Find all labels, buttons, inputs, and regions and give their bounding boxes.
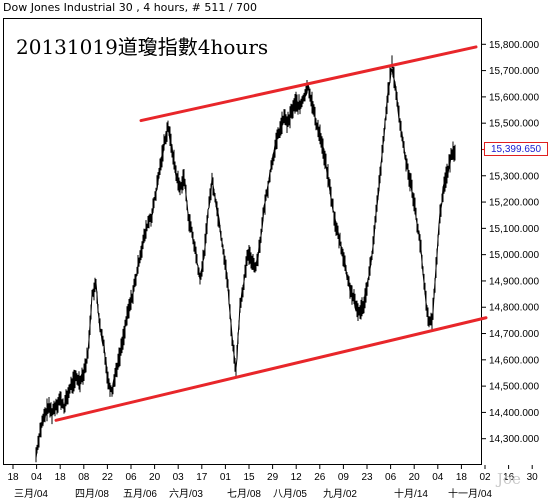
y-tick-label: 14,600.000 [489,355,539,366]
y-tick-label: 14,300.000 [489,434,539,445]
y-tick-label: 15,200.000 [489,198,539,209]
x-tick-day-label: 03 [173,472,185,483]
chart-annotation: 20131019道瓊指數4hours [16,35,268,59]
y-tick-label: 15,500.000 [489,119,539,130]
y-tick-label: 14,800.000 [489,303,539,314]
x-tick-month-label: 五月/06 [123,488,157,500]
x-tick-month-label: 六月/03 [169,488,203,500]
y-tick-label: 14,400.000 [489,408,539,419]
x-tick-month-label: 九月/02 [323,488,357,500]
y-tick-label: 15,300.000 [489,171,539,182]
price-line [35,69,456,458]
x-tick-day-label: 12 [291,472,303,483]
y-tick-label: 15,600.000 [489,92,539,103]
x-tick-day-label: 01 [220,472,232,483]
y-tick-label: 14,500.000 [489,382,539,393]
x-tick-month-label: 八月/05 [273,488,307,500]
y-tick-label: 15,000.000 [489,250,539,261]
y-axis: 14,300.000 14,400.000 14,500.000 14,600.000… [482,40,539,445]
x-tick-day-label: 23 [361,472,373,483]
x-tick-day-label: 22 [102,472,114,483]
x-tick-day-label: 08 [78,472,90,483]
x-tick-day-label: 26 [314,472,326,483]
x-tick-month-label: 十一月/04 [448,487,492,500]
channel-upper-line [139,45,478,123]
y-tick-label: 14,900.000 [489,276,539,287]
watermark: Joe [495,470,521,488]
plot-frame [3,18,482,465]
x-tick-day-label: 20 [149,472,161,483]
x-tick-day-label: 02 [479,472,491,483]
x-tick-month-label: 三月/04 [14,488,48,500]
x-tick-day-label: 04 [432,472,444,483]
chart-title: Dow Jones Industrial 30 , 4 hours, # 511… [3,1,258,14]
x-tick-day-label: 06 [385,472,397,483]
y-tick-label: 15,800.000 [489,40,539,51]
x-tick-day-label: 04 [31,472,43,483]
x-tick-month-label: 七月/08 [227,488,261,500]
price-series [35,55,456,463]
trend-channel [54,45,488,422]
x-tick-day-label: 06 [125,472,137,483]
channel-lower-line [54,316,488,422]
x-tick-day-label: 16 [503,472,515,483]
last-price-label: 15,399.650 [484,142,548,156]
y-tick-label: 15,700.000 [489,66,539,77]
x-tick-day-label: 20 [409,472,421,483]
x-tick-day-label: 18 [55,472,67,483]
x-tick-day-label: 18 [7,472,19,483]
x-tick-month-label: 十月/14 [394,487,428,500]
x-tick-day-label: 29 [267,472,279,483]
x-tick-day-label: 09 [338,472,350,483]
y-tick-label: 15,100.000 [489,224,539,235]
x-tick-day-label: 17 [196,472,208,483]
x-tick-day-label: 30 [527,472,539,483]
x-tick-day-label: 18 [456,472,468,483]
x-tick-month-label: 四月/08 [75,488,109,500]
y-tick-label: 14,700.000 [489,329,539,340]
x-axis: 18 04 18 08 22 06 20 03 17 01 15 29 12 26 09 23 06 20 04 18… [7,465,539,500]
x-tick-day-label: 15 [243,472,255,483]
price-bars [35,55,456,463]
